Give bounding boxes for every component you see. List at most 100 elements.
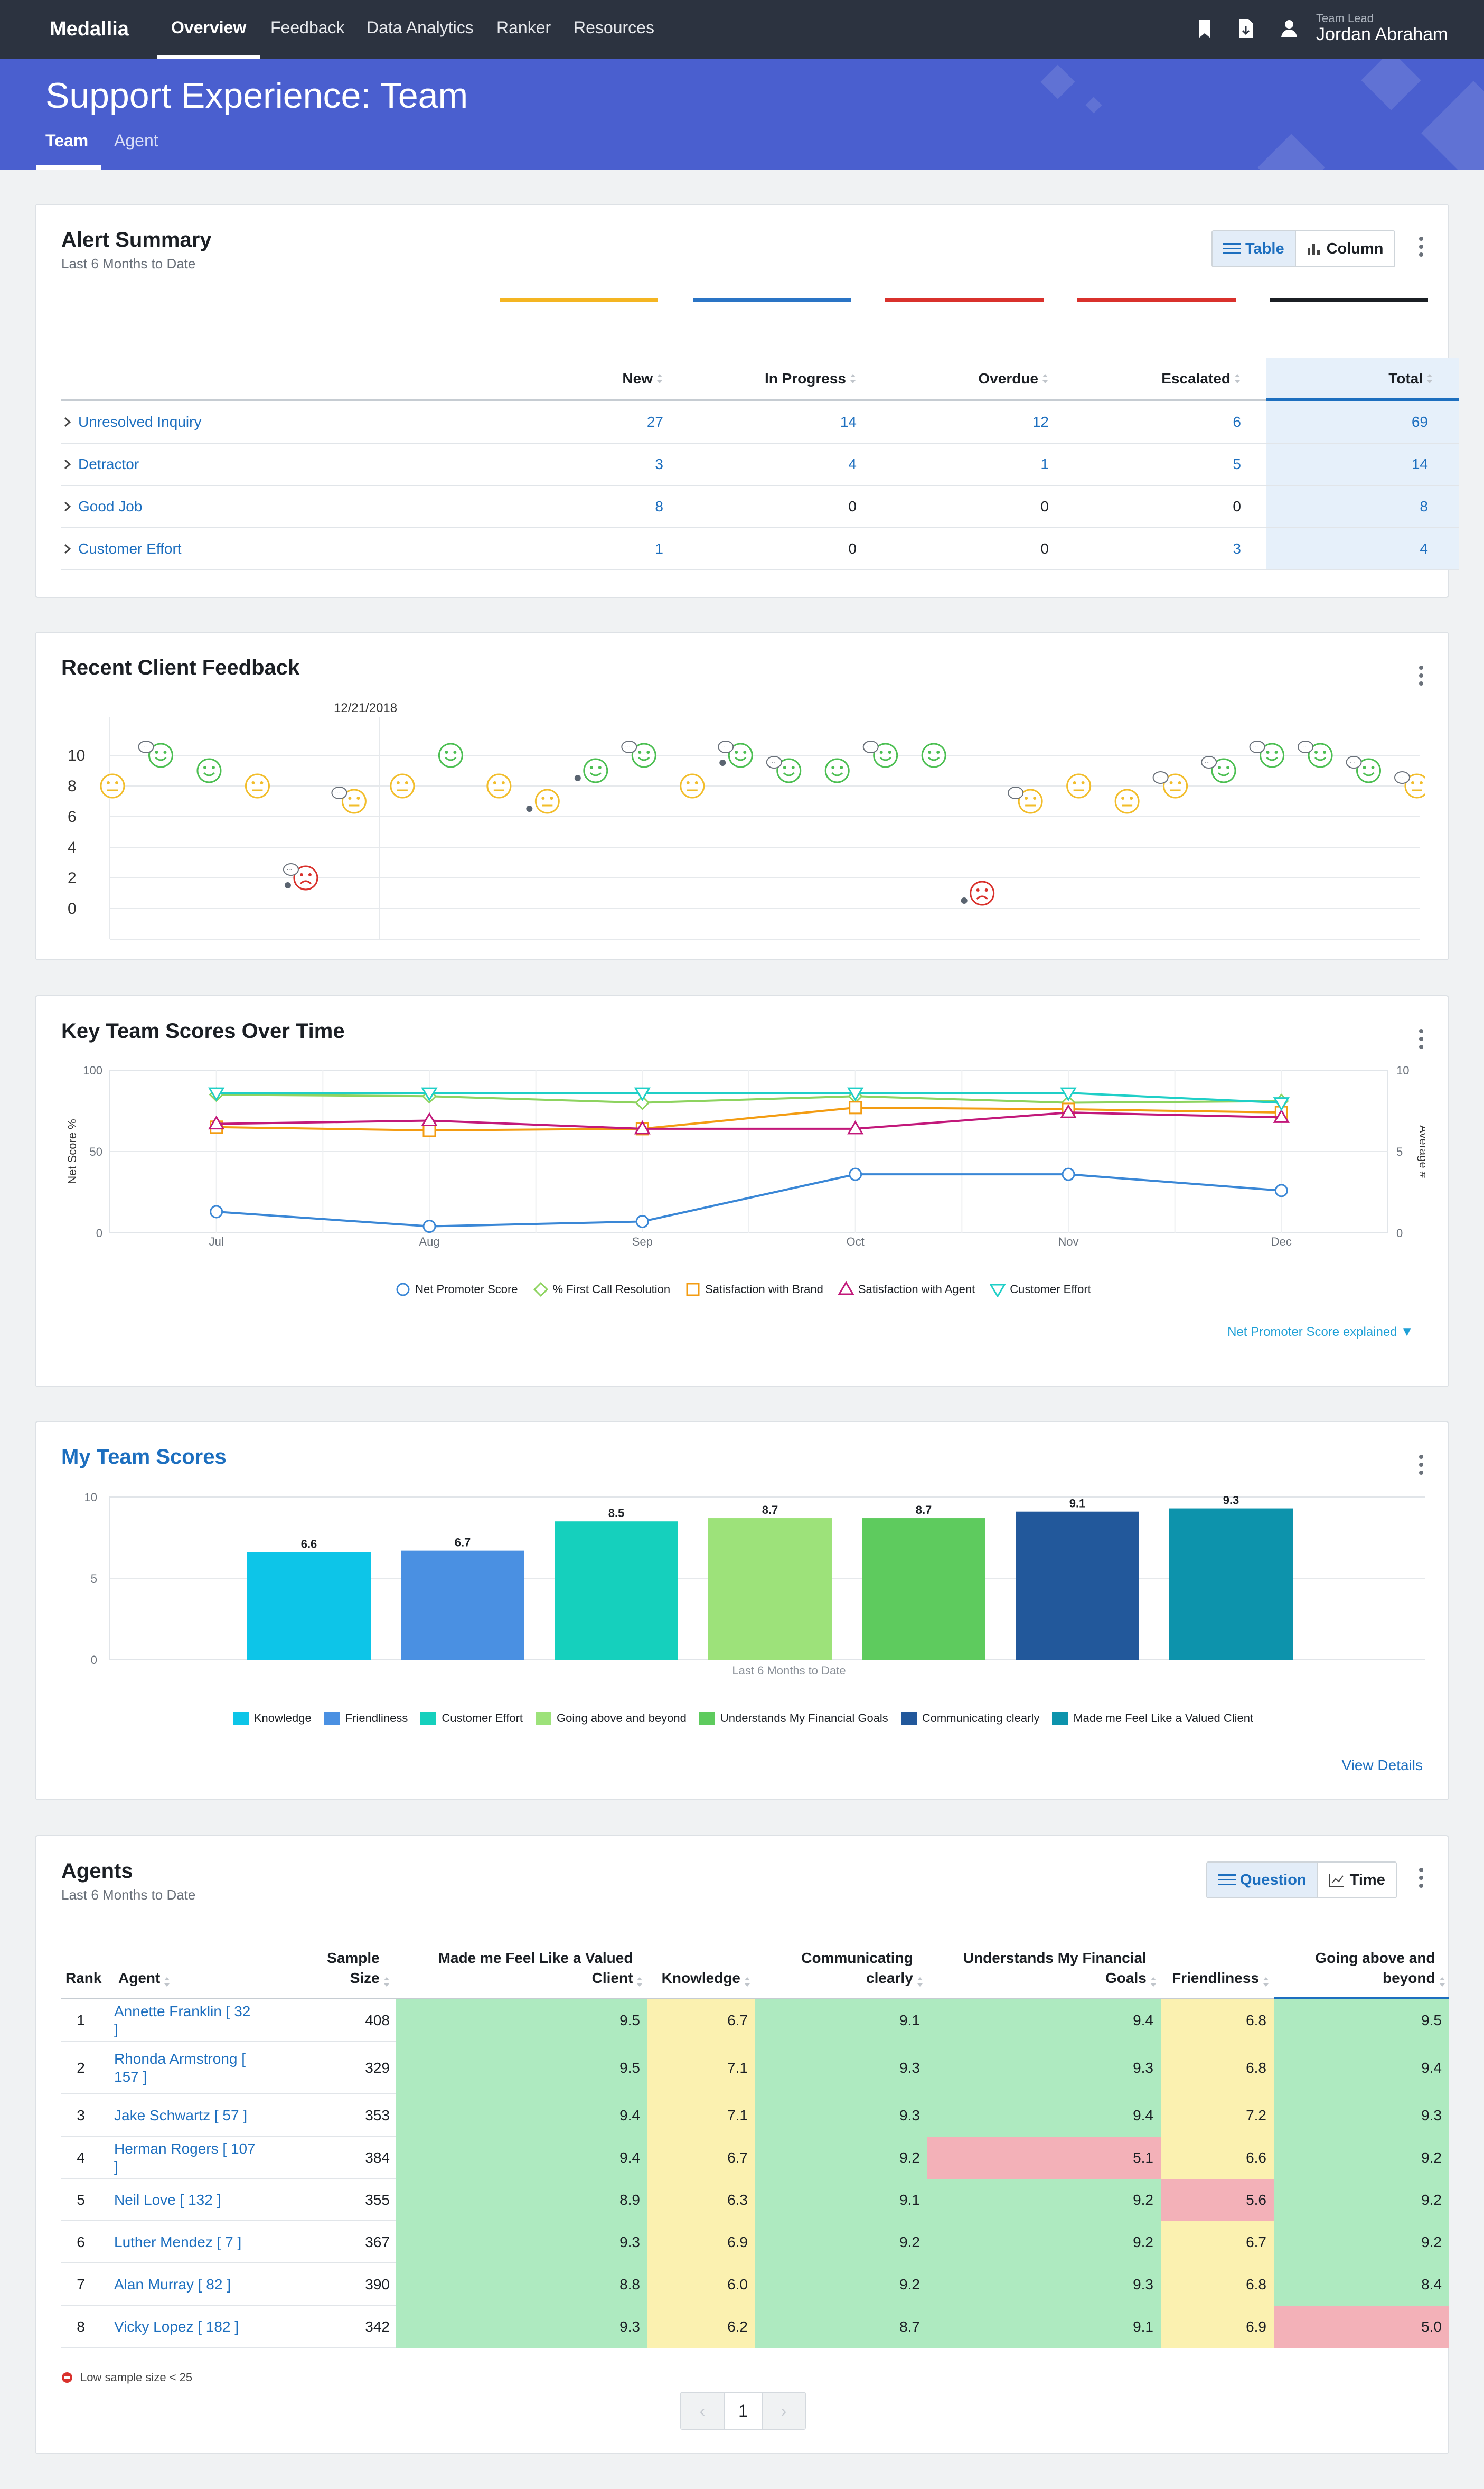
score-cell[interactable]: 9.4 — [1274, 2042, 1449, 2094]
alert-count-cell[interactable]: 8 — [1420, 498, 1428, 514]
sort-icon[interactable] — [744, 1976, 751, 1988]
sort-icon[interactable] — [656, 372, 663, 385]
column-header-question[interactable]: Made me Feel Like a Valued Client — [396, 1924, 647, 1998]
alert-type-link[interactable]: Detractor — [78, 456, 139, 472]
data-point[interactable] — [847, 1087, 864, 1102]
data-point[interactable] — [210, 1205, 223, 1219]
column-header-escalated[interactable]: Escalated — [1077, 358, 1241, 399]
feedback-point-neutral[interactable] — [100, 773, 125, 799]
chevron-right-icon[interactable] — [61, 501, 73, 512]
score-cell[interactable]: 6.7 — [647, 1999, 755, 2042]
chevron-right-icon[interactable] — [61, 416, 73, 428]
column-header-question[interactable]: Sample Size — [294, 1924, 394, 1998]
score-bar[interactable] — [401, 1550, 524, 1660]
feedback-point-sad[interactable] — [961, 881, 995, 906]
data-point[interactable] — [1062, 1167, 1075, 1181]
score-cell[interactable]: 9.1 — [755, 2179, 927, 2221]
data-point[interactable] — [208, 1087, 225, 1102]
sort-icon[interactable] — [849, 372, 857, 385]
table-view-button[interactable]: Table — [1213, 231, 1296, 266]
score-cell[interactable]: 9.1 — [927, 2306, 1161, 2348]
feedback-point-happy[interactable] — [824, 758, 850, 783]
alert-row-label[interactable]: Detractor — [61, 444, 463, 485]
tab-team[interactable]: Team — [45, 131, 89, 150]
view-details-link[interactable]: View Details — [1341, 1757, 1423, 1773]
alert-type-link[interactable]: Unresolved Inquiry — [78, 414, 202, 430]
feedback-point-happy[interactable]: ··· — [1346, 756, 1382, 783]
current-page[interactable]: 1 — [724, 2393, 763, 2429]
alert-count-cell[interactable]: 5 — [1233, 456, 1241, 472]
column-header-question[interactable]: Knowledge — [647, 1924, 755, 1998]
score-cell[interactable]: 8.8 — [396, 2263, 647, 2306]
data-point[interactable] — [635, 1214, 649, 1228]
nav-data-analytics[interactable]: Data Analytics — [367, 18, 474, 37]
data-point[interactable] — [634, 1087, 651, 1102]
score-cell[interactable]: 9.4 — [927, 1999, 1161, 2042]
score-cell[interactable]: 9.2 — [1274, 2221, 1449, 2263]
sort-icon[interactable] — [1426, 372, 1433, 385]
legend-item[interactable]: Satisfaction with Brand — [685, 1281, 823, 1297]
legend-item[interactable]: Going above and beyond — [536, 1711, 687, 1725]
alert-count-cell[interactable]: 27 — [646, 414, 663, 430]
score-bar[interactable] — [247, 1552, 371, 1660]
score-cell[interactable]: 9.2 — [755, 2263, 927, 2306]
column-header-question[interactable]: Communicating clearly — [755, 1924, 927, 1998]
legend-item[interactable]: Knowledge — [232, 1711, 312, 1725]
chevron-right-icon[interactable] — [61, 458, 73, 470]
column-header-overdue[interactable]: Overdue — [885, 358, 1049, 399]
alert-count-cell[interactable]: 3 — [1233, 540, 1241, 557]
column-view-button[interactable]: Column — [1296, 231, 1394, 266]
card-title[interactable]: My Team Scores — [61, 1445, 227, 1468]
alert-row-label[interactable]: Customer Effort — [61, 528, 463, 569]
feedback-point-neutral[interactable] — [245, 773, 270, 799]
alert-count-cell[interactable]: 12 — [1032, 414, 1049, 430]
score-cell[interactable]: 9.3 — [755, 2094, 927, 2137]
legend-item[interactable]: Friendliness — [324, 1711, 408, 1725]
agent-name-link[interactable]: Rhonda Armstrong [ 157 ] — [114, 2051, 246, 2085]
alert-count-cell[interactable]: 3 — [655, 456, 663, 472]
alert-count-cell[interactable]: 14 — [840, 414, 857, 430]
data-point[interactable] — [421, 1087, 438, 1102]
data-point[interactable] — [847, 1120, 864, 1135]
score-cell[interactable]: 6.2 — [647, 2306, 755, 2348]
score-cell[interactable]: 8.7 — [755, 2306, 927, 2348]
agent-name-link[interactable]: Vicky Lopez [ 182 ] — [114, 2318, 239, 2335]
score-cell[interactable]: 9.5 — [396, 2042, 647, 2094]
alert-row-label[interactable]: Unresolved Inquiry — [61, 401, 463, 443]
score-cell[interactable]: 5.0 — [1274, 2306, 1449, 2348]
sort-icon[interactable] — [1150, 1976, 1157, 1988]
feedback-point-sad[interactable]: ··· — [283, 863, 318, 891]
score-cell[interactable]: 6.8 — [1161, 2263, 1274, 2306]
feedback-point-happy[interactable] — [921, 743, 946, 768]
score-cell[interactable]: 6.9 — [1161, 2306, 1274, 2348]
data-point[interactable] — [634, 1120, 651, 1135]
score-cell[interactable]: 8.4 — [1274, 2263, 1449, 2306]
nav-ranker[interactable]: Ranker — [496, 18, 551, 37]
data-point[interactable] — [635, 1095, 650, 1110]
feedback-point-neutral[interactable] — [486, 773, 512, 799]
sort-icon[interactable] — [916, 1976, 923, 1988]
agent-name-link[interactable]: Herman Rogers [ 107 ] — [114, 2140, 256, 2175]
score-cell[interactable]: 9.3 — [927, 2042, 1161, 2094]
feedback-point-neutral[interactable]: ··· — [1394, 771, 1425, 799]
feedback-point-neutral[interactable] — [1066, 773, 1092, 799]
agent-name-link[interactable]: Jake Schwartz [ 57 ] — [114, 2107, 248, 2123]
data-point[interactable] — [1060, 1104, 1077, 1118]
alert-count-cell[interactable]: 1 — [655, 540, 663, 557]
feedback-point-happy[interactable] — [438, 743, 463, 768]
sort-icon[interactable] — [1041, 372, 1049, 385]
score-cell[interactable]: 6.8 — [1161, 1999, 1274, 2042]
data-point[interactable] — [422, 1220, 436, 1233]
legend-item[interactable]: Communicating clearly — [900, 1711, 1039, 1725]
agent-name-link[interactable]: Annette Franklin [ 32 ] — [114, 2003, 251, 2037]
legend-item[interactable]: Made me Feel Like a Valued Client — [1052, 1711, 1253, 1725]
feedback-point-neutral[interactable] — [680, 773, 705, 799]
score-cell[interactable]: 9.3 — [927, 2263, 1161, 2306]
more-options-icon[interactable] — [1419, 1029, 1424, 1053]
sort-icon[interactable] — [383, 1976, 390, 1988]
score-cell[interactable]: 8.9 — [396, 2179, 647, 2221]
tab-agent[interactable]: Agent — [114, 131, 158, 150]
score-cell[interactable]: 5.1 — [927, 2137, 1161, 2179]
column-header-new[interactable]: New — [500, 358, 663, 399]
score-cell[interactable]: 9.2 — [927, 2179, 1161, 2221]
